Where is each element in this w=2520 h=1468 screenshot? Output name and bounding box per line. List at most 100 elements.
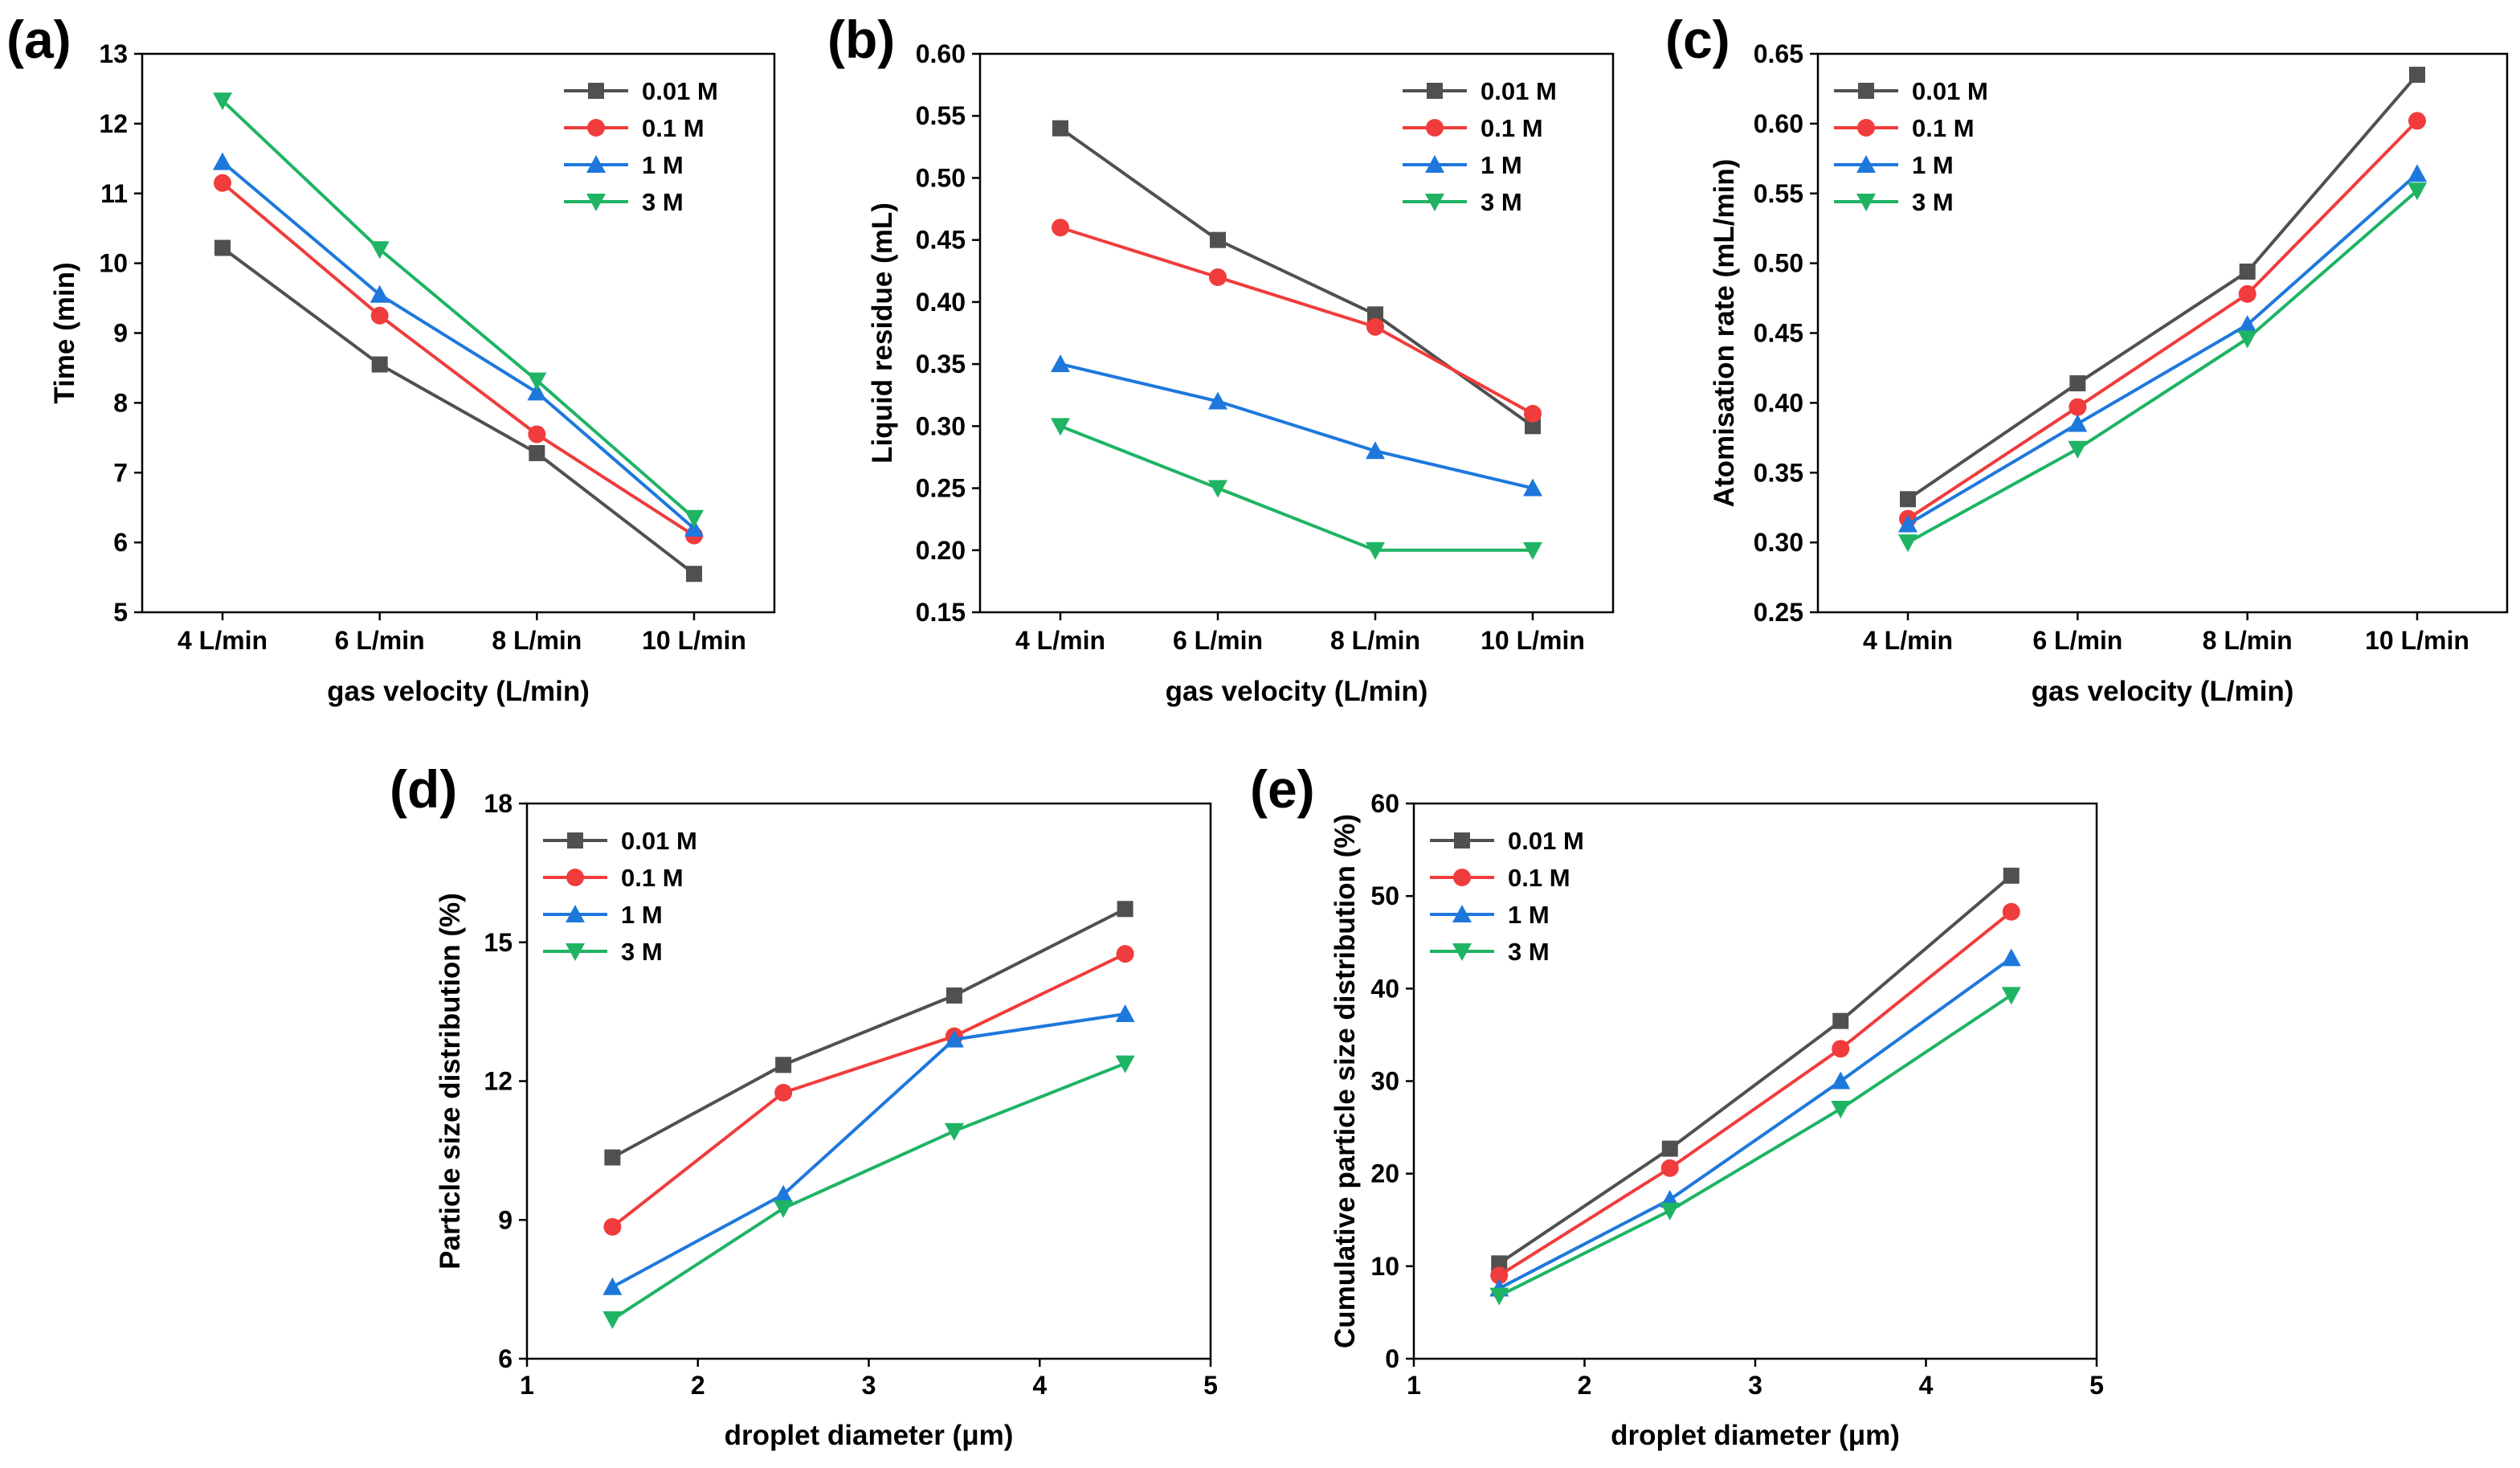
- series-line: [1060, 424, 1533, 552]
- series-line: [1498, 874, 2013, 1266]
- data-point: [2409, 67, 2425, 84]
- data-point: [602, 1311, 623, 1330]
- series-line: [221, 161, 696, 530]
- panel-label: (c): [1665, 10, 1730, 69]
- legend-marker: [1856, 155, 1876, 173]
- legend-label: 0.01 M: [1508, 827, 1584, 855]
- data-point: [529, 444, 545, 461]
- series-line: [611, 1061, 1126, 1321]
- x-tick-label: 6 L/min: [1173, 626, 1263, 655]
- series-line: [1498, 956, 2012, 1290]
- panel-label: (b): [827, 10, 895, 69]
- x-tick-label: 8 L/min: [2203, 626, 2293, 655]
- data-point: [2003, 867, 2020, 884]
- data-point: [1051, 418, 1070, 436]
- data-point: [1900, 491, 1916, 508]
- data-point: [2069, 398, 2087, 416]
- y-tick-label: 0.65: [1754, 39, 1803, 68]
- legend-label: 3 M: [1912, 188, 1954, 216]
- y-tick-label: 0.60: [1754, 109, 1803, 138]
- data-point: [2237, 330, 2257, 349]
- x-tick-label: 4 L/min: [178, 626, 268, 655]
- legend-label: 1 M: [642, 151, 684, 179]
- y-tick-label: 0.20: [916, 536, 966, 565]
- legend: 0.01 M 0.1 M 1 M 3 M: [1430, 827, 1584, 966]
- y-tick-label: 0.40: [1754, 388, 1803, 417]
- legend-marker: [1858, 83, 1874, 99]
- data-point: [2001, 987, 2021, 1005]
- y-tick-label: 0.50: [1754, 249, 1803, 278]
- y-tick-label: 0.45: [1754, 319, 1803, 348]
- data-point: [1210, 231, 1226, 248]
- legend-label: 0.01 M: [1481, 77, 1557, 105]
- series-line: [1498, 993, 2012, 1298]
- y-tick-label: 0: [1385, 1344, 1399, 1373]
- x-tick-label: 5: [2089, 1371, 2104, 1400]
- legend-label: 3 M: [621, 938, 663, 966]
- x-tick-label: 3: [862, 1371, 876, 1400]
- y-tick-label: 12: [484, 1067, 513, 1096]
- data-point: [1366, 441, 1385, 460]
- y-tick-label: 11: [100, 179, 128, 208]
- y-tick-label: 60: [1370, 789, 1399, 818]
- data-point: [1366, 317, 1384, 336]
- legend-label: 0.1 M: [1912, 114, 1975, 142]
- data-point: [946, 987, 962, 1004]
- data-point: [371, 356, 388, 373]
- x-tick-label: 6 L/min: [335, 626, 425, 655]
- legend-marker: [1454, 832, 1470, 848]
- legend-label: 3 M: [1481, 188, 1522, 216]
- data-point: [2239, 264, 2256, 280]
- legend-label: 0.1 M: [1508, 864, 1570, 892]
- data-point: [944, 1122, 964, 1141]
- legend-label: 0.1 M: [642, 114, 705, 142]
- legend-marker: [566, 905, 585, 922]
- data-point: [1832, 1012, 1849, 1029]
- legend: 0.01 M 0.1 M 1 M 3 M: [1834, 77, 1988, 216]
- x-axis-label: gas velocity (L/min): [327, 676, 590, 707]
- legend-label: 1 M: [1912, 151, 1954, 179]
- legend-label: 0.01 M: [1912, 77, 1988, 105]
- y-tick-label: 0.30: [1754, 528, 1803, 557]
- y-axis-label: Time (min): [49, 262, 80, 403]
- x-tick-label: 10 L/min: [2365, 626, 2469, 655]
- legend-label: 3 M: [642, 188, 684, 216]
- data-point: [684, 509, 704, 528]
- y-tick-label: 13: [99, 39, 128, 68]
- data-point: [1208, 480, 1227, 498]
- data-point: [944, 1029, 964, 1048]
- x-axis-label: droplet diameter (μm): [725, 1420, 1014, 1451]
- legend-label: 3 M: [1508, 938, 1550, 966]
- data-point: [1367, 306, 1383, 323]
- data-point: [1524, 404, 1542, 423]
- plot-frame: [978, 52, 1615, 614]
- series-line: [611, 907, 1126, 1159]
- data-point: [684, 518, 704, 537]
- data-point: [527, 372, 547, 391]
- data-point: [1898, 514, 1918, 533]
- y-tick-label: 10: [1370, 1252, 1399, 1281]
- legend-label: 1 M: [621, 901, 663, 929]
- series-line: [1906, 172, 2419, 526]
- series-line: [1906, 119, 2419, 521]
- y-tick-label: 0.45: [916, 226, 966, 255]
- y-tick-label: 12: [99, 109, 128, 138]
- data-point: [1115, 1055, 1135, 1073]
- legend-marker: [1857, 119, 1875, 137]
- data-point: [528, 425, 546, 444]
- x-tick-label: 2: [1578, 1371, 1592, 1400]
- series-line: [1906, 73, 2419, 501]
- data-point: [1491, 1255, 1508, 1272]
- series-line: [221, 99, 696, 520]
- y-tick-label: 9: [113, 319, 128, 348]
- x-tick-label: 4 L/min: [1863, 626, 1953, 655]
- data-point: [602, 1277, 623, 1295]
- data-point: [603, 1217, 622, 1236]
- data-point: [604, 1149, 621, 1166]
- y-tick-label: 50: [1370, 881, 1399, 910]
- legend-marker: [1452, 905, 1472, 922]
- x-tick-label: 8 L/min: [1330, 626, 1420, 655]
- data-point: [2069, 375, 2086, 392]
- y-tick-label: 5: [113, 598, 128, 627]
